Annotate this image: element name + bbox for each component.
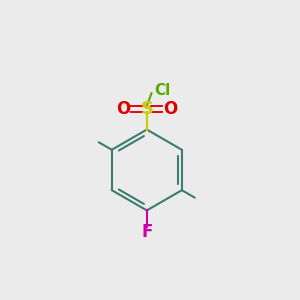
Text: O: O	[116, 100, 130, 118]
Text: F: F	[141, 223, 152, 241]
Text: Cl: Cl	[154, 83, 171, 98]
Text: O: O	[163, 100, 177, 118]
Text: S: S	[140, 100, 153, 118]
